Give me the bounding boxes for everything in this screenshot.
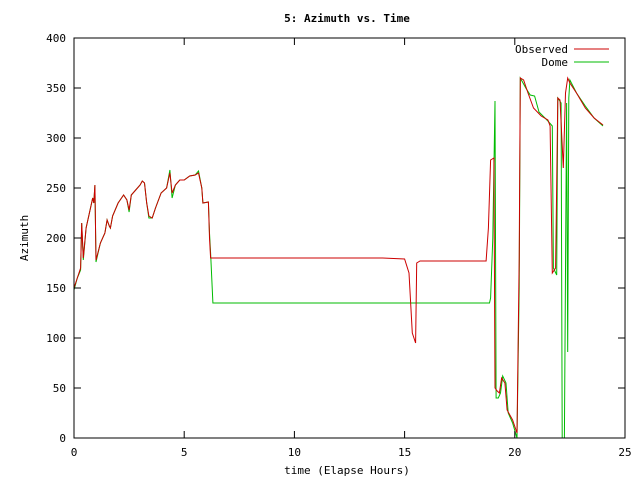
x-tick-label: 5 [181, 446, 188, 459]
plot-area-border [73, 37, 626, 439]
y-tick-label: 200 [46, 232, 66, 245]
y-axis-label: Azimuth [18, 215, 31, 261]
x-tick-label: 25 [618, 446, 631, 459]
x-tick-label: 20 [508, 446, 521, 459]
x-axis-label: time (Elapse Hours) [284, 464, 410, 477]
x-tick-label: 0 [71, 446, 78, 459]
x-tick-label: 10 [288, 446, 301, 459]
y-tick-label: 400 [46, 32, 66, 45]
x-axis-ticks: 0 5 10 15 20 25 [71, 38, 632, 459]
legend-label-observed: Observed [515, 43, 568, 56]
legend-label-dome: Dome [542, 56, 569, 69]
legend: Observed Dome [515, 43, 609, 69]
y-axis-ticks: 0 50 100 150 200 250 300 350 400 [46, 32, 625, 445]
y-tick-label: 300 [46, 132, 66, 145]
y-tick-label: 150 [46, 282, 66, 295]
y-tick-label: 350 [46, 82, 66, 95]
y-tick-label: 250 [46, 182, 66, 195]
y-tick-label: 100 [46, 332, 66, 345]
y-tick-label: 50 [53, 382, 66, 395]
series-line-observed [73, 76, 604, 434]
chart-title: 5: Azimuth vs. Time [284, 12, 410, 25]
y-tick-label: 0 [59, 432, 66, 445]
x-tick-label: 15 [398, 446, 411, 459]
plot-lines [73, 76, 604, 439]
